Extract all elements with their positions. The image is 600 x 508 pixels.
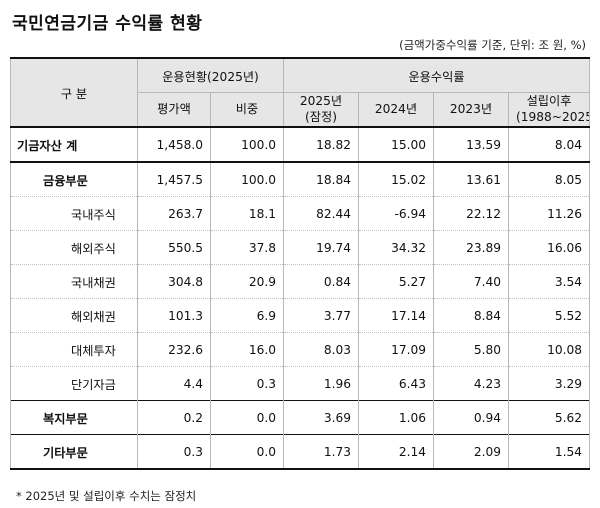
table-row: 대체투자 232.6 16.0 8.03 17.09 5.80 10.08 [10,332,590,367]
returns-table: 구 분 운용현황(2025년) 운용수익률 평가액 비중 2025년 (잠정) 2… [10,57,590,470]
cell-since: 10.08 [508,332,590,367]
row-label: 복지부문 [10,400,138,435]
table-row: 해외채권 101.3 6.9 3.77 17.14 8.84 5.52 [10,298,590,333]
cell-2024: 6.43 [358,366,434,401]
cell-2025: 1.73 [283,434,359,470]
table-row: 국내채권 304.8 20.9 0.84 5.27 7.40 3.54 [10,264,590,299]
cell-valuation: 1,458.0 [137,126,211,163]
row-label: 국내채권 [10,264,138,299]
row-label: 대체투자 [10,332,138,367]
header-since-line2: (1988~2025) [516,109,589,124]
cell-2023: 7.40 [433,264,509,299]
cell-2024: 2.14 [358,434,434,470]
cell-2023: 13.61 [433,161,509,197]
cell-valuation: 0.2 [137,400,211,435]
cell-2023: 4.23 [433,366,509,401]
cell-2024: 34.32 [358,230,434,265]
cell-weight: 0.0 [210,434,284,470]
header-since: 설립이후(1988~2025) [508,92,590,128]
cell-weight: 6.9 [210,298,284,333]
cell-2023: 23.89 [433,230,509,265]
cell-2025: 3.77 [283,298,359,333]
cell-2024: 1.06 [358,400,434,435]
cell-2025: 18.84 [283,161,359,197]
row-label: 해외주식 [10,230,138,265]
header-since-line1: 설립이후 [526,93,572,108]
cell-weight: 20.9 [210,264,284,299]
cell-2024: 15.00 [358,126,434,163]
header-row-1: 구 분 운용현황(2025년) 운용수익률 [10,57,590,128]
cell-2025: 8.03 [283,332,359,367]
cell-2025: 19.74 [283,230,359,265]
cell-valuation: 4.4 [137,366,211,401]
header-valuation: 평가액 [137,92,211,128]
cell-since: 1.54 [508,434,590,470]
cell-since: 16.06 [508,230,590,265]
cell-since: 3.29 [508,366,590,401]
cell-2025: 82.44 [283,196,359,231]
row-label: 단기자금 [10,366,138,401]
cell-2024: 17.09 [358,332,434,367]
cell-2025: 1.96 [283,366,359,401]
cell-weight: 16.0 [210,332,284,367]
table-row: 단기자금 4.4 0.3 1.96 6.43 4.23 3.29 [10,366,590,401]
unit-note: (금액가중수익률 기준, 단위: 조 원, %) [399,38,586,52]
header-weight: 비중 [210,92,284,128]
row-label: 기타부문 [10,434,138,470]
footnote: * 2025년 및 설립이후 수치는 잠정치 [16,489,197,503]
header-2023: 2023년 [433,92,509,128]
table-row: 복지부문 0.2 0.0 3.69 1.06 0.94 5.62 [10,400,590,435]
cell-weight: 0.0 [210,400,284,435]
header-category: 구 분 [10,57,138,128]
table-row: 금융부문 1,457.5 100.0 18.84 15.02 13.61 8.0… [10,161,590,197]
cell-valuation: 232.6 [137,332,211,367]
cell-2023: 2.09 [433,434,509,470]
cell-since: 8.04 [508,126,590,163]
row-label: 기금자산 계 [10,126,138,163]
cell-valuation: 550.5 [137,230,211,265]
row-label: 해외채권 [10,298,138,333]
cell-valuation: 101.3 [137,298,211,333]
cell-valuation: 0.3 [137,434,211,470]
cell-2023: 8.84 [433,298,509,333]
cell-valuation: 1,457.5 [137,161,211,197]
cell-2024: 5.27 [358,264,434,299]
cell-weight: 18.1 [210,196,284,231]
header-group-returns: 운용수익률 [283,57,590,93]
header-row-2: 평가액 비중 2025년 (잠정) 2024년 2023년 설립이후 (1988~2… [11,92,590,128]
row-label: 금융부문 [10,161,138,197]
cell-2025: 0.84 [283,264,359,299]
cell-since: 3.54 [508,264,590,299]
header-2025-line1: 2025년 [299,93,343,108]
row-label: 국내주식 [10,196,138,231]
cell-2025: 3.69 [283,400,359,435]
header-2024: 2024년 [358,92,434,128]
header-group-status: 운용현황(2025년) [137,57,284,93]
table-row: 해외주식 550.5 37.8 19.74 34.32 23.89 16.06 [10,230,590,265]
table-row: 국내주식 263.7 18.1 82.44 -6.94 22.12 11.26 [10,196,590,231]
table-row: 기타부문 0.3 0.0 1.73 2.14 2.09 1.54 [10,434,590,470]
header-2025: 2025년 (잠정) [283,92,359,128]
cell-2023: 0.94 [433,400,509,435]
cell-2023: 22.12 [433,196,509,231]
cell-valuation: 304.8 [137,264,211,299]
cell-valuation: 263.7 [137,196,211,231]
cell-weight: 37.8 [210,230,284,265]
header-2025-line2: (잠정) [305,109,337,124]
cell-2025: 18.82 [283,126,359,163]
page-title: 국민연금기금 수익률 현황 [12,14,203,34]
cell-since: 5.52 [508,298,590,333]
cell-2024: -6.94 [358,196,434,231]
table-row: 기금자산 계 1,458.0 100.0 18.82 15.00 13.59 8… [10,126,590,163]
cell-2023: 5.80 [433,332,509,367]
cell-since: 8.05 [508,161,590,197]
cell-weight: 100.0 [210,126,284,163]
cell-2024: 15.02 [358,161,434,197]
cell-since: 5.62 [508,400,590,435]
cell-2023: 13.59 [433,126,509,163]
cell-weight: 100.0 [210,161,284,197]
cell-2024: 17.14 [358,298,434,333]
cell-since: 11.26 [508,196,590,231]
cell-weight: 0.3 [210,366,284,401]
